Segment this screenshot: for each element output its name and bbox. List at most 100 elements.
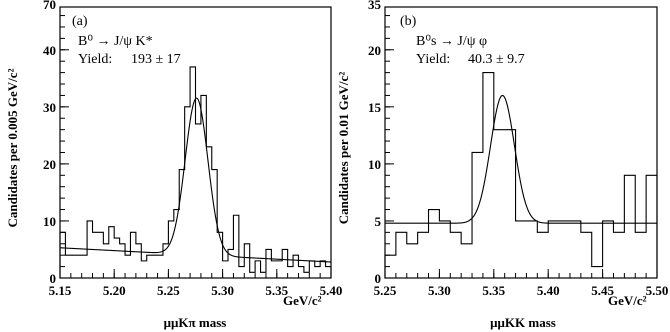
panel-a-bin [93, 232, 98, 278]
panel-a-bin [103, 244, 108, 278]
panel-b-histogram-outline [384, 72, 658, 278]
panel-b-frame [384, 6, 658, 279]
panel-a-bin [190, 67, 195, 278]
panel-a-bin [120, 244, 125, 278]
panel-b-bin [516, 221, 527, 278]
panel-a-x-tick-label: 5.40 [320, 283, 343, 298]
panel-a-bin [239, 267, 244, 278]
panel-b-bin [570, 221, 581, 278]
panel-a-bin [320, 261, 325, 278]
panel-b-ticks: 0 5 10 15 20 35 5.25 5.30 5.35 5.40 5.45 5.50 [368, 0, 668, 298]
panel-a-bin [298, 267, 303, 278]
panel-b-bin [483, 73, 494, 278]
panel-a-bin [71, 255, 76, 278]
panel-b-y-tick-label: 15 [368, 100, 382, 115]
panel-a-bin [141, 261, 146, 278]
panel-a-y-tick-label: 10 [43, 214, 56, 229]
panel-a-bin [98, 232, 103, 278]
panel-a-bin [217, 232, 222, 278]
panel-a-x-tick-label: 5.20 [103, 283, 126, 298]
panel-a-bin [109, 227, 114, 278]
panel-b-x-tick-label: 5.30 [428, 283, 451, 298]
panel-a-x-tick-label: 5.15 [49, 283, 72, 298]
panel-a-bin [185, 107, 190, 278]
panel-b-bin [396, 232, 407, 278]
panel-b-label: (b) [400, 14, 417, 29]
panel-b-bin [429, 210, 440, 278]
panel-a-bin [271, 261, 276, 278]
panel-a-xlabel: μμKπ mass [164, 315, 227, 330]
panel-b-x-tick-label: 5.45 [591, 283, 614, 298]
panel-a-bin [158, 255, 163, 278]
panel-a-bin [250, 272, 255, 278]
panel-a-y-tick-label: 40 [43, 43, 56, 58]
panel-b: 0 5 10 15 20 35 5.25 5.30 5.35 5.40 5.45 5.50 (b) B… [336, 0, 668, 330]
panel-b-y-tick-label: 20 [368, 43, 381, 58]
panel-b-bin [548, 221, 559, 278]
panel-a-bin [223, 261, 228, 278]
panel-b-xlabel: μμKK mass [490, 315, 556, 330]
panel-b-bin [461, 244, 472, 278]
panel-b-x-tick-label: 5.50 [646, 283, 669, 298]
panel-a-x-tick-label: 5.35 [265, 283, 288, 298]
panel-a-bin [261, 272, 266, 278]
panel-b-x-tick-label: 5.35 [482, 283, 505, 298]
panel-b-y-tick-label: 10 [368, 157, 381, 172]
panel-a-x-tick-label: 5.25 [157, 283, 180, 298]
panel-a-bin [147, 255, 152, 278]
panel-a-yield-value: 193 ± 17 [131, 52, 181, 67]
panel-b-yield-label: Yield: [416, 52, 450, 67]
panel-b-x-tick-label: 5.40 [537, 283, 560, 298]
panel-a-bin [266, 249, 271, 278]
panel-a-y-top-tick-label: 70 [43, 0, 56, 12]
panel-a-histogram [59, 66, 332, 278]
panel-b-bin [450, 232, 461, 278]
panel-b-x-tick-label: 5.25 [374, 283, 397, 298]
panel-a-histogram-outline [59, 66, 332, 278]
panel-b-fit-curve [385, 94, 657, 224]
panel-b-bin [635, 232, 646, 278]
panel-b-bin [603, 221, 614, 278]
panel-b-decay: B⁰s → J/ψ φ [416, 34, 487, 49]
panel-a-bin [315, 267, 320, 278]
panel-a-xunit: GeV/c² [283, 293, 322, 308]
panel-a-y-tick-label: 0 [50, 271, 57, 286]
panel-a-y-tick-label: 30 [43, 100, 56, 115]
panel-a-bin [255, 261, 260, 278]
panel-b-y-tick-label: 5 [375, 214, 382, 229]
panel-b-ylabel: Candidates per 0.01 GeV/c² [336, 72, 351, 225]
panel-b-histogram [384, 72, 658, 278]
panel-a-bin [136, 244, 141, 278]
panel-b-bin [624, 175, 635, 278]
panel-a-bin [76, 255, 81, 278]
panel-b-bin [494, 130, 505, 278]
panel-b-bin [592, 267, 603, 278]
panel-a-decay: B⁰ → J/ψ K* [78, 34, 153, 49]
panel-b-y-top-tick-label: 35 [368, 0, 382, 12]
panel-b-bin [646, 175, 657, 278]
panel-a-bin [326, 267, 331, 278]
panel-a-bin [233, 215, 238, 278]
panel-b-yield-value: 40.3 ± 9.7 [468, 52, 525, 67]
panel-a-bin [304, 272, 309, 278]
panel-a-label: (a) [72, 14, 88, 29]
panel-a-bin [282, 249, 287, 278]
panel-a-y-tick-label: 20 [43, 157, 56, 172]
panel-b-bin [407, 244, 418, 278]
panel-a-bin [125, 255, 130, 278]
panel-a-bin [114, 238, 119, 278]
panel-a-fit-curve [59, 97, 332, 263]
panel-b-bin [505, 130, 516, 278]
panel-b-bin [418, 232, 429, 278]
panel-b-y-tick-label: 0 [375, 271, 382, 286]
panel-a-ticks: 0 10 20 30 40 70 5.15 5.20 5.25 5.30 5.35 5.40 [43, 0, 342, 298]
panel-b-bin [581, 232, 592, 278]
panel-b-bin [439, 221, 450, 278]
panel-a-bin [130, 232, 135, 278]
panel-a-x-tick-label: 5.30 [211, 283, 234, 298]
panel-b-bin [559, 221, 570, 278]
panel-a-yield-label: Yield: [78, 52, 112, 67]
panel-a-bin [196, 124, 201, 278]
